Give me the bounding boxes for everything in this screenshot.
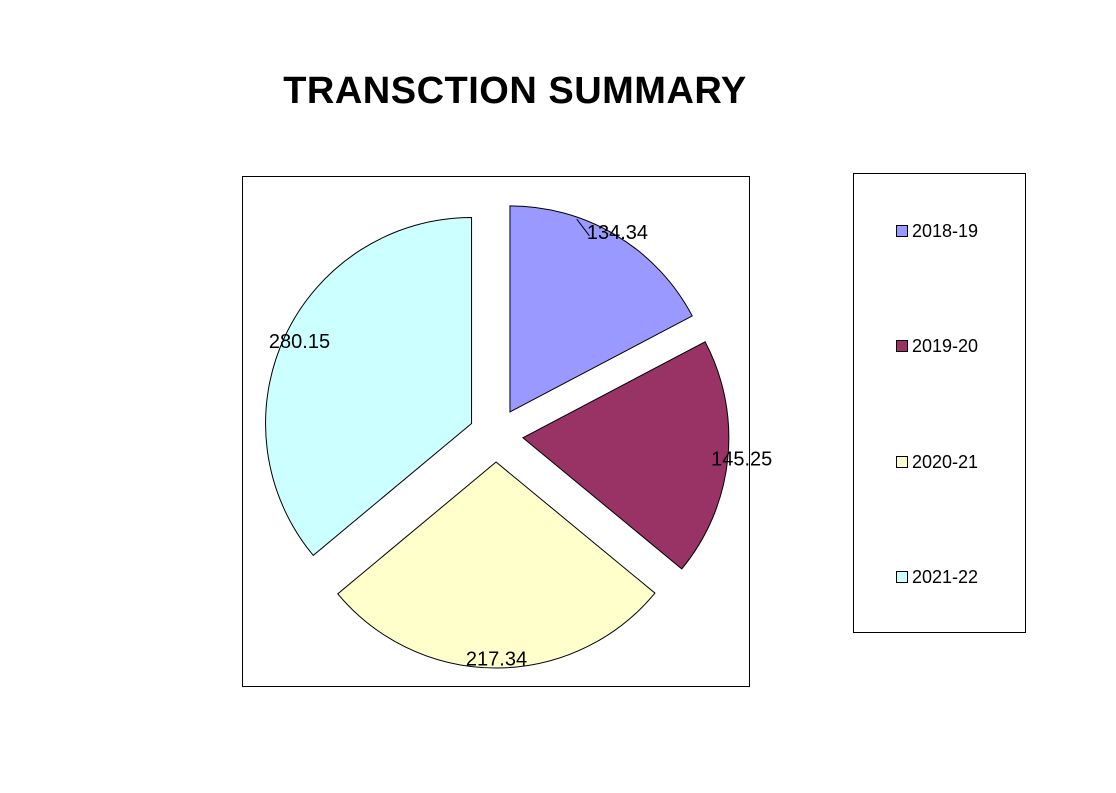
pie-slice-2018-19 — [509, 205, 693, 413]
legend-swatch — [896, 571, 908, 583]
legend-label: 2020-21 — [912, 451, 979, 472]
slice-data-label: 145.25 — [711, 449, 772, 471]
pie-slice-2019-20 — [521, 341, 730, 570]
slice-data-label: 217.34 — [466, 648, 527, 670]
pie-chart: 134.34 145.25 217.34 280.15 — [265, 205, 772, 670]
legend-label: 2021-22 — [912, 566, 979, 587]
legend-swatch — [896, 456, 908, 468]
legend-item: 2020-21 — [896, 452, 978, 472]
pie-slice-2020-21 — [337, 461, 656, 669]
slice-data-label: 134.34 — [587, 222, 648, 244]
legend-swatch — [896, 225, 908, 237]
legend: 2018-19 2019-20 2020-21 2021-22 — [853, 173, 1026, 633]
legend-item: 2018-19 — [896, 221, 978, 241]
legend-item: 2019-20 — [896, 336, 978, 356]
pie-slice-2021-22 — [265, 217, 473, 557]
chart-title: TRANSCTION SUMMARY — [283, 70, 747, 112]
legend-item: 2021-22 — [896, 567, 978, 587]
plot-area: 134.34 145.25 217.34 280.15 — [242, 176, 772, 687]
legend-label: 2018-19 — [912, 220, 979, 241]
label-leader-line — [576, 218, 590, 237]
slice-data-label: 280.15 — [269, 331, 330, 353]
legend-label: 2019-20 — [912, 335, 979, 356]
legend-swatch — [896, 340, 908, 352]
